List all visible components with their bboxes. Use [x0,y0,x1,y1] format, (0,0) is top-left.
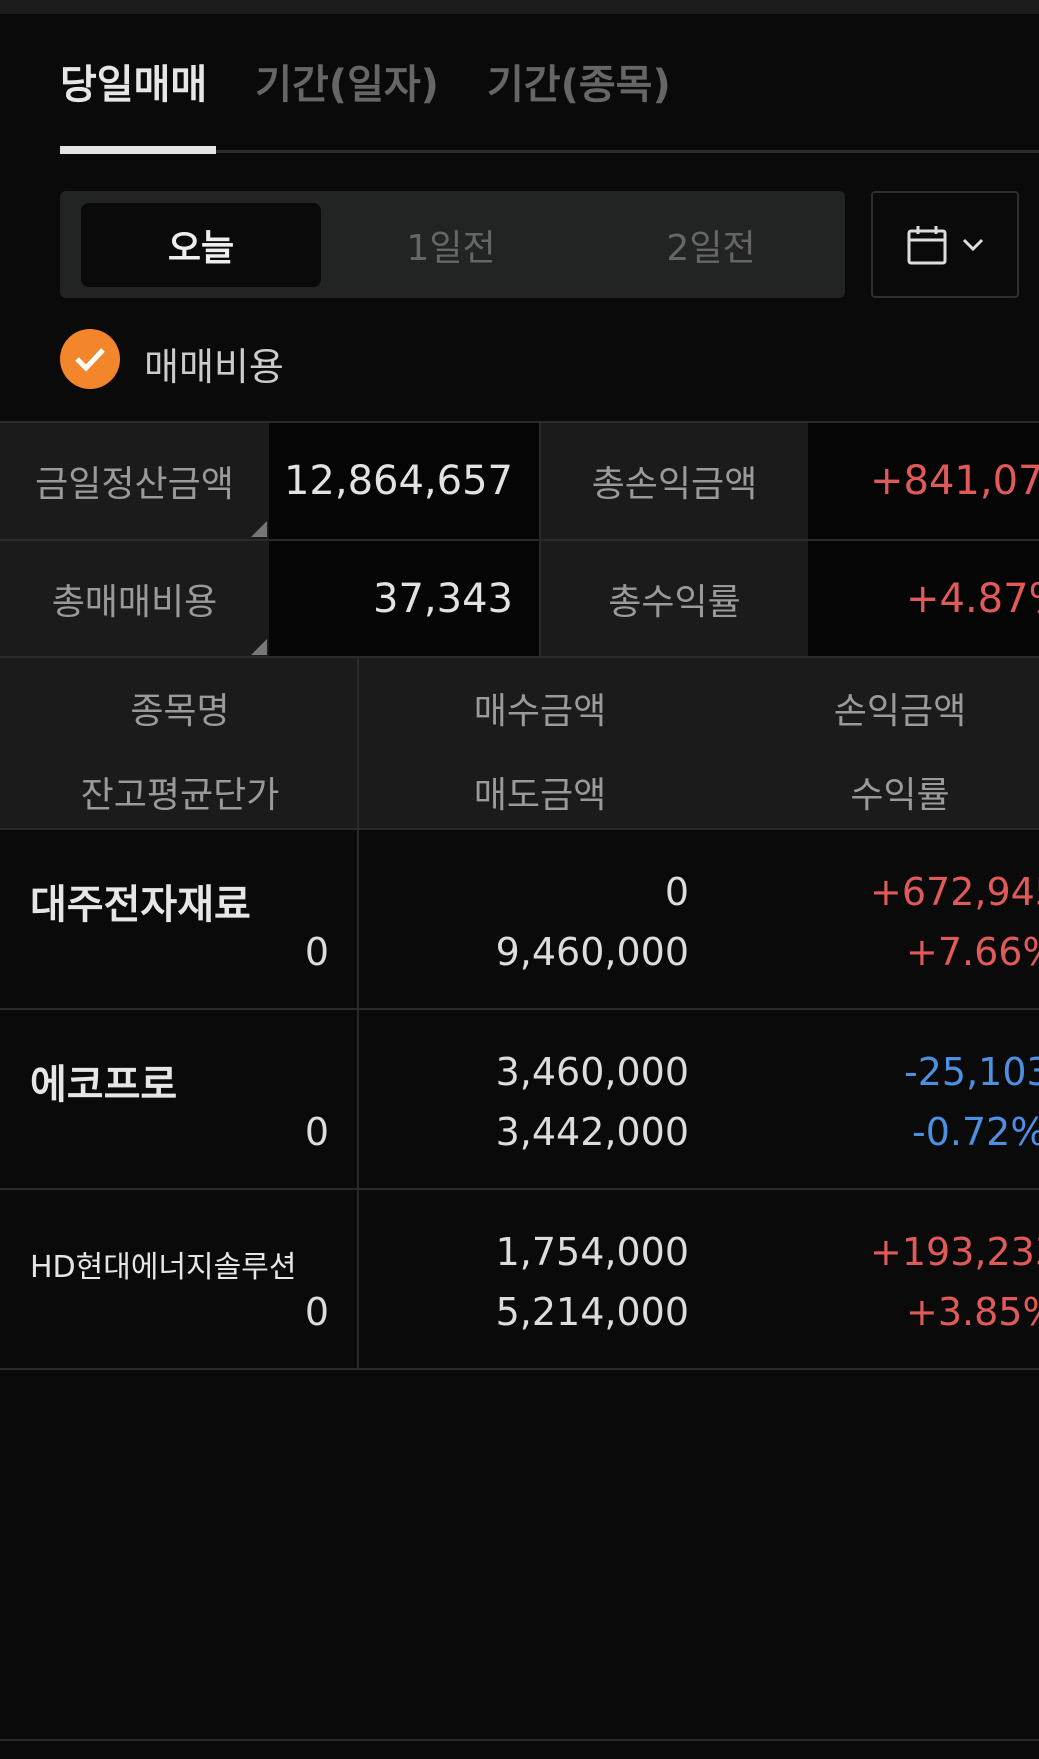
bottom-divider [0,1739,1039,1741]
chevron-down-icon [962,238,984,251]
table-row[interactable]: HD현대에너지솔루션 0 1,754,000 5,214,000 +193,23… [0,1190,1039,1370]
total-rate-label: 총수익률 [539,541,808,657]
column-divider [357,658,359,830]
table-header: 종목명 잔고평균단가 매수금액 매도금액 손익금액 수익률 [0,656,1039,830]
fee-checkbox[interactable] [60,329,120,389]
total-fee-label[interactable]: 총매매비용 [0,541,269,657]
header-sell-amount: 매도금액 [473,775,607,816]
day-segment-control: 오늘 1일전 2일전 [60,191,845,298]
buy-amount: 0 [664,870,689,914]
settle-amount-label[interactable]: 금일정산금액 [0,423,269,539]
return-rate: +3.85% [906,1290,1039,1334]
corner-marker-icon [251,521,267,537]
buy-amount: 3,460,000 [495,1050,689,1094]
tab-bar: 당일매매 기간(일자) 기간(종목) [60,52,671,110]
return-rate: -0.72% [912,1110,1039,1154]
total-rate-value: +4.87% [808,541,1039,657]
segment-2-days-ago[interactable]: 2일전 [666,228,756,269]
total-pl-value: +841,075 [808,423,1039,539]
summary-grid: 금일정산금액 12,864,657 총손익금액 +841,075 총매매비용 3… [0,421,1039,657]
stock-name: HD현대에너지솔루션 [30,1250,297,1285]
segment-1-day-ago[interactable]: 1일전 [406,228,496,269]
header-name: 종목명 [130,691,230,732]
total-fee-value: 37,343 [269,541,539,657]
sell-amount: 9,460,000 [495,930,689,974]
header-avg-price: 잔고평균단가 [80,775,280,816]
pl-amount: +672,945 [870,870,1039,914]
buy-amount: 1,754,000 [495,1230,689,1274]
avg-price: 0 [304,1290,329,1334]
sell-amount: 3,442,000 [495,1110,689,1154]
table-row[interactable]: 에코프로 0 3,460,000 3,442,000 -25,103 -0.72… [0,1010,1039,1190]
settle-amount-value: 12,864,657 [269,423,539,539]
tab-period-date[interactable]: 기간(일자) [255,62,439,108]
column-divider [357,1010,359,1188]
status-bar [0,0,1039,14]
header-buy-amount: 매수금액 [473,691,607,732]
check-icon [75,348,105,372]
pl-amount: -25,103 [904,1050,1039,1094]
column-divider [357,830,359,1008]
column-divider [357,1190,359,1368]
active-tab-indicator [60,146,216,154]
label-text: 금일정산금액 [35,464,234,505]
stock-name: 대주전자재료 [30,882,251,928]
header-return-rate: 수익률 [850,775,950,816]
label-text: 총매매비용 [51,582,218,623]
header-pl-amount: 손익금액 [833,691,967,732]
tab-period-stock[interactable]: 기간(종목) [486,62,671,108]
fee-checkbox-label[interactable]: 매매비용 [144,345,284,389]
avg-price: 0 [304,1110,329,1154]
calendar-button[interactable] [871,191,1019,298]
pl-amount: +193,233 [870,1230,1039,1274]
table-row[interactable]: 대주전자재료 0 0 9,460,000 +672,945 +7.66% [0,830,1039,1010]
segment-today[interactable]: 오늘 [81,203,321,287]
return-rate: +7.66% [906,930,1039,974]
calendar-icon [907,225,947,264]
corner-marker-icon [251,639,267,655]
stock-name: 에코프로 [30,1062,178,1108]
total-pl-label: 총손익금액 [539,423,808,539]
sell-amount: 5,214,000 [495,1290,689,1334]
tab-today-trades[interactable]: 당일매매 [60,62,208,108]
avg-price: 0 [304,930,329,974]
tab-divider [60,150,1039,153]
